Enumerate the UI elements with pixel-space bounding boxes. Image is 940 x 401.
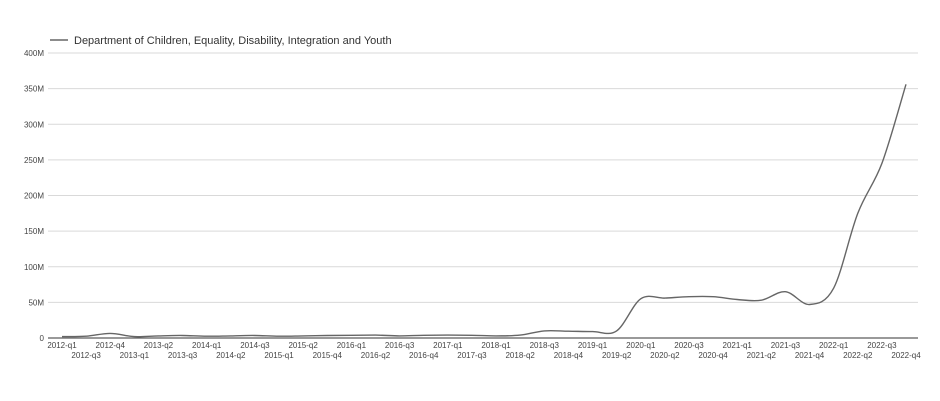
x-tick-label: 2021-q1: [723, 341, 753, 350]
y-tick-label: 0: [40, 334, 45, 343]
x-tick-label: 2016-q4: [409, 351, 439, 360]
y-tick-label: 50M: [28, 298, 44, 307]
x-tick-label: 2020-q4: [698, 351, 728, 360]
y-axis-ticks: 0 50M 100M 150M 200M 250M 300M 350M 400M: [24, 49, 45, 343]
y-tick-label: 250M: [24, 156, 44, 165]
x-tick-label: 2020-q1: [626, 341, 656, 350]
x-tick-label: 2017-q3: [457, 351, 487, 360]
y-tick-label: 100M: [24, 263, 44, 272]
x-tick-label: 2016-q3: [385, 341, 415, 350]
x-tick-label: 2020-q2: [650, 351, 680, 360]
x-tick-label: 2012-q4: [96, 341, 126, 350]
y-tick-label: 150M: [24, 227, 44, 236]
x-tick-label: 2014-q2: [216, 351, 246, 360]
x-tick-label: 2022-q4: [891, 351, 921, 360]
x-tick-label: 2015-q1: [264, 351, 294, 360]
x-tick-label: 2022-q1: [819, 341, 849, 350]
x-tick-label: 2012-q1: [47, 341, 77, 350]
legend-label: Department of Children, Equality, Disabi…: [74, 35, 392, 47]
x-tick-label: 2019-q1: [578, 341, 608, 350]
x-tick-label: 2013-q1: [120, 351, 150, 360]
x-axis-ticks: 2012-q12012-q32012-q42013-q12013-q22013-…: [47, 341, 921, 360]
y-tick-label: 400M: [24, 49, 44, 58]
x-tick-label: 2018-q1: [481, 341, 511, 350]
x-tick-label: 2015-q4: [313, 351, 343, 360]
x-tick-label: 2018-q2: [505, 351, 535, 360]
x-tick-label: 2021-q4: [795, 351, 825, 360]
y-tick-label: 200M: [24, 192, 44, 201]
gridlines: [48, 52, 918, 303]
x-tick-label: 2015-q2: [288, 341, 318, 350]
x-tick-label: 2021-q2: [747, 351, 777, 360]
x-tick-label: 2020-q3: [674, 341, 704, 350]
x-tick-label: 2016-q1: [337, 341, 367, 350]
x-tick-label: 2013-q2: [144, 341, 174, 350]
x-tick-label: 2018-q4: [554, 351, 584, 360]
x-tick-label: 2014-q1: [192, 341, 222, 350]
x-tick-label: 2022-q2: [843, 351, 873, 360]
y-tick-label: 350M: [24, 85, 44, 94]
legend[interactable]: Department of Children, Equality, Disabi…: [50, 35, 392, 47]
x-tick-label: 2014-q3: [240, 341, 270, 350]
y-tick-label: 300M: [24, 120, 44, 129]
x-tick-label: 2022-q3: [867, 341, 897, 350]
x-tick-label: 2018-q3: [530, 341, 560, 350]
x-tick-label: 2021-q3: [771, 341, 801, 350]
x-tick-label: 2013-q3: [168, 351, 198, 360]
x-tick-label: 2016-q2: [361, 351, 391, 360]
x-tick-label: 2012-q3: [71, 351, 101, 360]
x-tick-label: 2019-q2: [602, 351, 632, 360]
x-tick-label: 2017-q1: [433, 341, 463, 350]
series-line: [61, 84, 907, 338]
